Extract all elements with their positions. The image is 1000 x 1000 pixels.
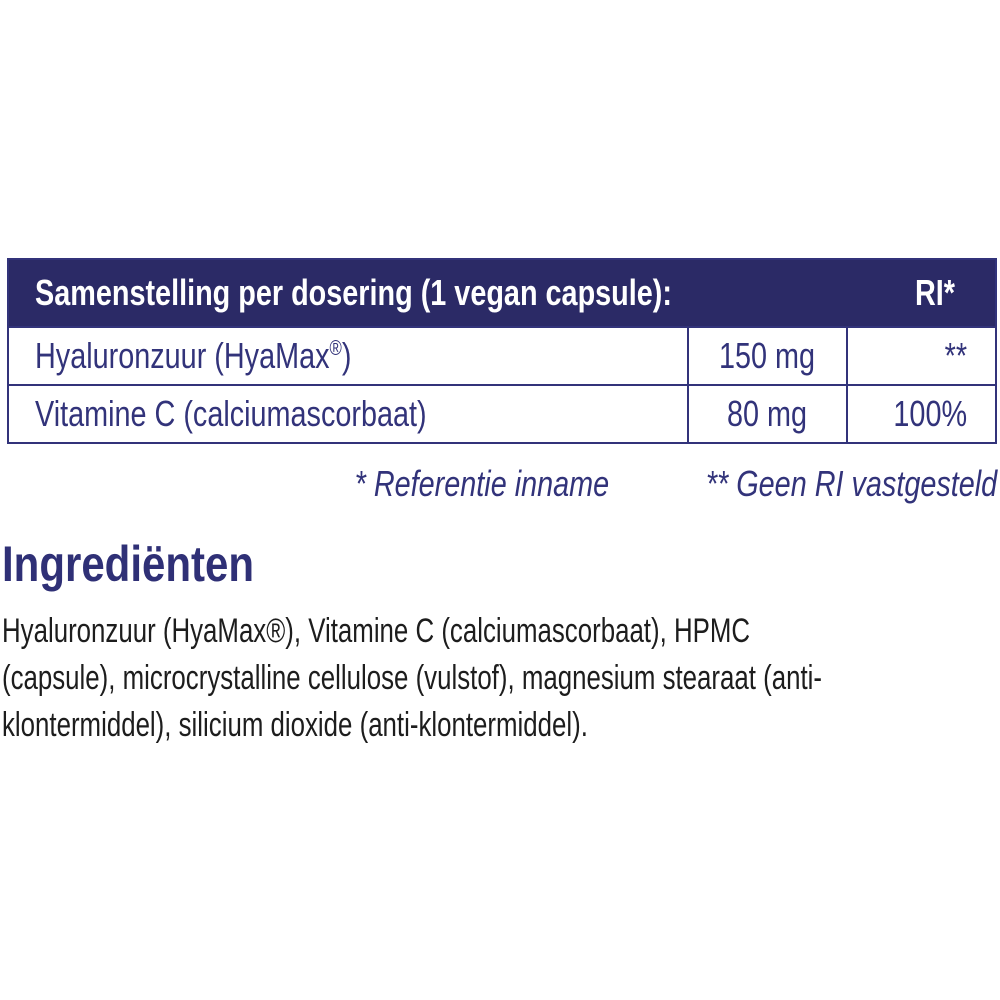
footnote-no-ri: ** Geen RI vastgesteld [705, 463, 997, 504]
ri-value: 100% [893, 393, 967, 434]
amount-cell: 80 mg [689, 386, 848, 442]
amount-cell: 150 mg [689, 328, 848, 384]
ingredient-name-cell: Hyaluronzuur (HyaMax®) [9, 328, 689, 384]
ingredients-line: Hyaluronzuur (HyaMax®), Vitamine C (calc… [2, 612, 751, 650]
ingredients-paragraph: Hyaluronzuur (HyaMax®), Vitamine C (calc… [2, 608, 1000, 749]
ingredients-line: (capsule), microcrystalline cellulose (v… [2, 659, 822, 697]
ri-cell: 100% [848, 393, 995, 435]
composition-header-title: Samenstelling per dosering (1 vegan caps… [9, 272, 810, 314]
ingredient-name: Vitamine C (calciumascorbaat) [35, 393, 427, 434]
table-row: Hyaluronzuur (HyaMax®) 150 mg ** [9, 326, 995, 384]
registered-trademark-symbol: ® [329, 337, 342, 360]
reference-footnote: * Referentie inname ** Geen RI vastgeste… [291, 462, 997, 506]
composition-header-title-text: Samenstelling per dosering (1 vegan caps… [35, 272, 672, 313]
composition-table: Samenstelling per dosering (1 vegan caps… [7, 258, 997, 444]
footnote-reference-intake: * Referentie inname [354, 463, 609, 504]
composition-header-ri-text: RI* [914, 272, 955, 313]
composition-header-ri: RI* [810, 272, 995, 314]
ingredient-name: Hyaluronzuur (HyaMax®) [35, 335, 352, 376]
ri-cell: ** [848, 335, 995, 377]
ingredients-heading-text: Ingrediënten [2, 536, 255, 592]
ri-value: ** [944, 335, 967, 376]
amount-value: 150 mg [719, 335, 816, 376]
table-row: Vitamine C (calciumascorbaat) 80 mg 100% [9, 384, 995, 442]
ingredients-heading: Ingrediënten [2, 536, 302, 594]
ingredient-name-cell: Vitamine C (calciumascorbaat) [9, 386, 689, 442]
amount-value: 80 mg [727, 393, 808, 434]
ingredients-line: klontermiddel), silicium dioxide (anti-k… [2, 706, 588, 744]
composition-table-header: Samenstelling per dosering (1 vegan caps… [9, 260, 995, 326]
